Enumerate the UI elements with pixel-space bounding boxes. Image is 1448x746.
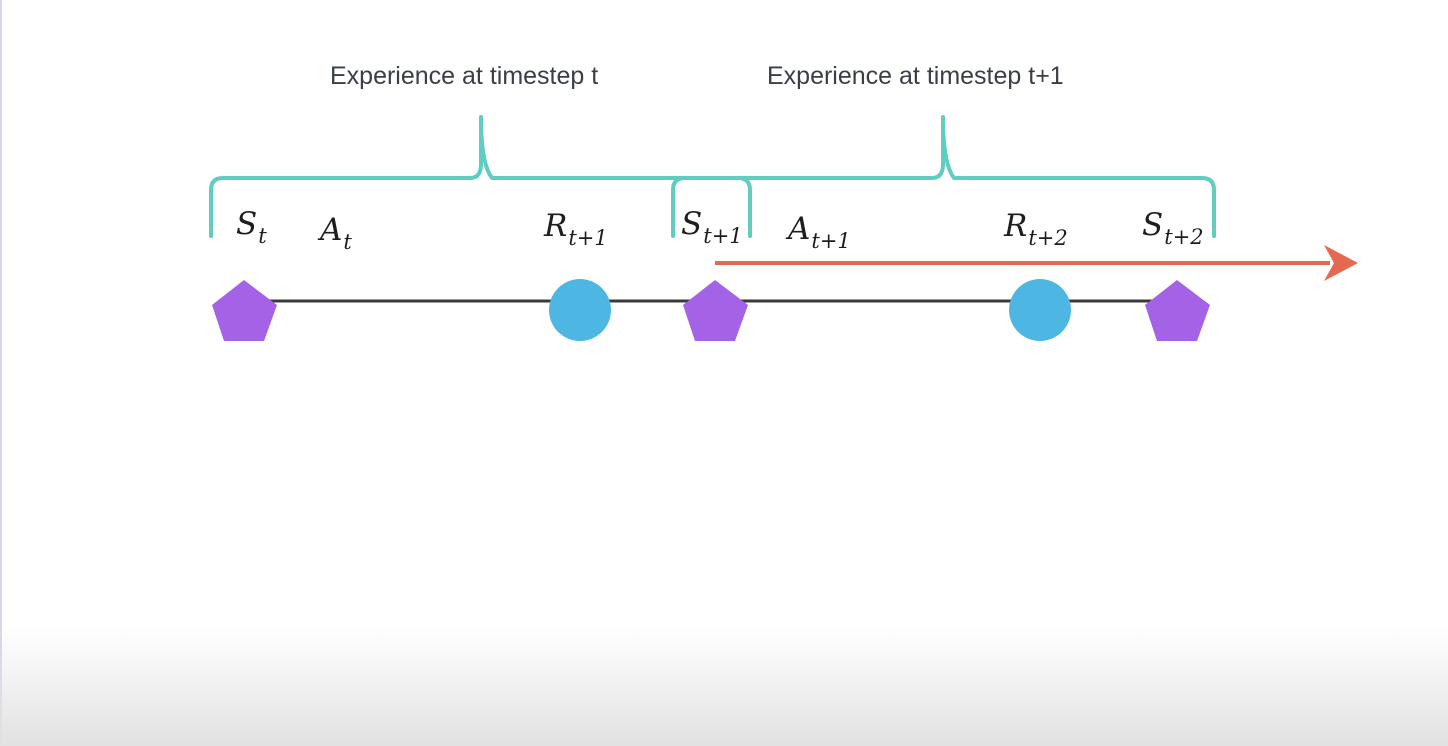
reward-node-t1 [549, 279, 611, 341]
window-edge [0, 0, 2, 746]
label-action-t1: At+1 [788, 211, 851, 253]
reward-node-t2 [1009, 279, 1071, 341]
label-state-t: St [236, 206, 267, 248]
state-node-t1 [683, 280, 748, 341]
state-node-t [212, 280, 277, 341]
caption-timestep-t1: Experience at timestep t+1 [767, 62, 1064, 90]
label-reward-t1: Rt+1 [544, 208, 608, 250]
bracket-timestep-t1 [671, 115, 1216, 238]
caption-timestep-t: Experience at timestep t [330, 62, 599, 90]
label-state-t2: St+2 [1142, 207, 1204, 249]
label-reward-t2: Rt+2 [1004, 208, 1068, 250]
bracket-timestep-t [209, 115, 752, 238]
label-state-t1: St+1 [681, 206, 743, 248]
label-action-t: At [320, 212, 352, 254]
bottom-shadow [0, 626, 1448, 746]
state-node-t2 [1145, 280, 1210, 341]
time-arrow-head [1324, 245, 1358, 281]
